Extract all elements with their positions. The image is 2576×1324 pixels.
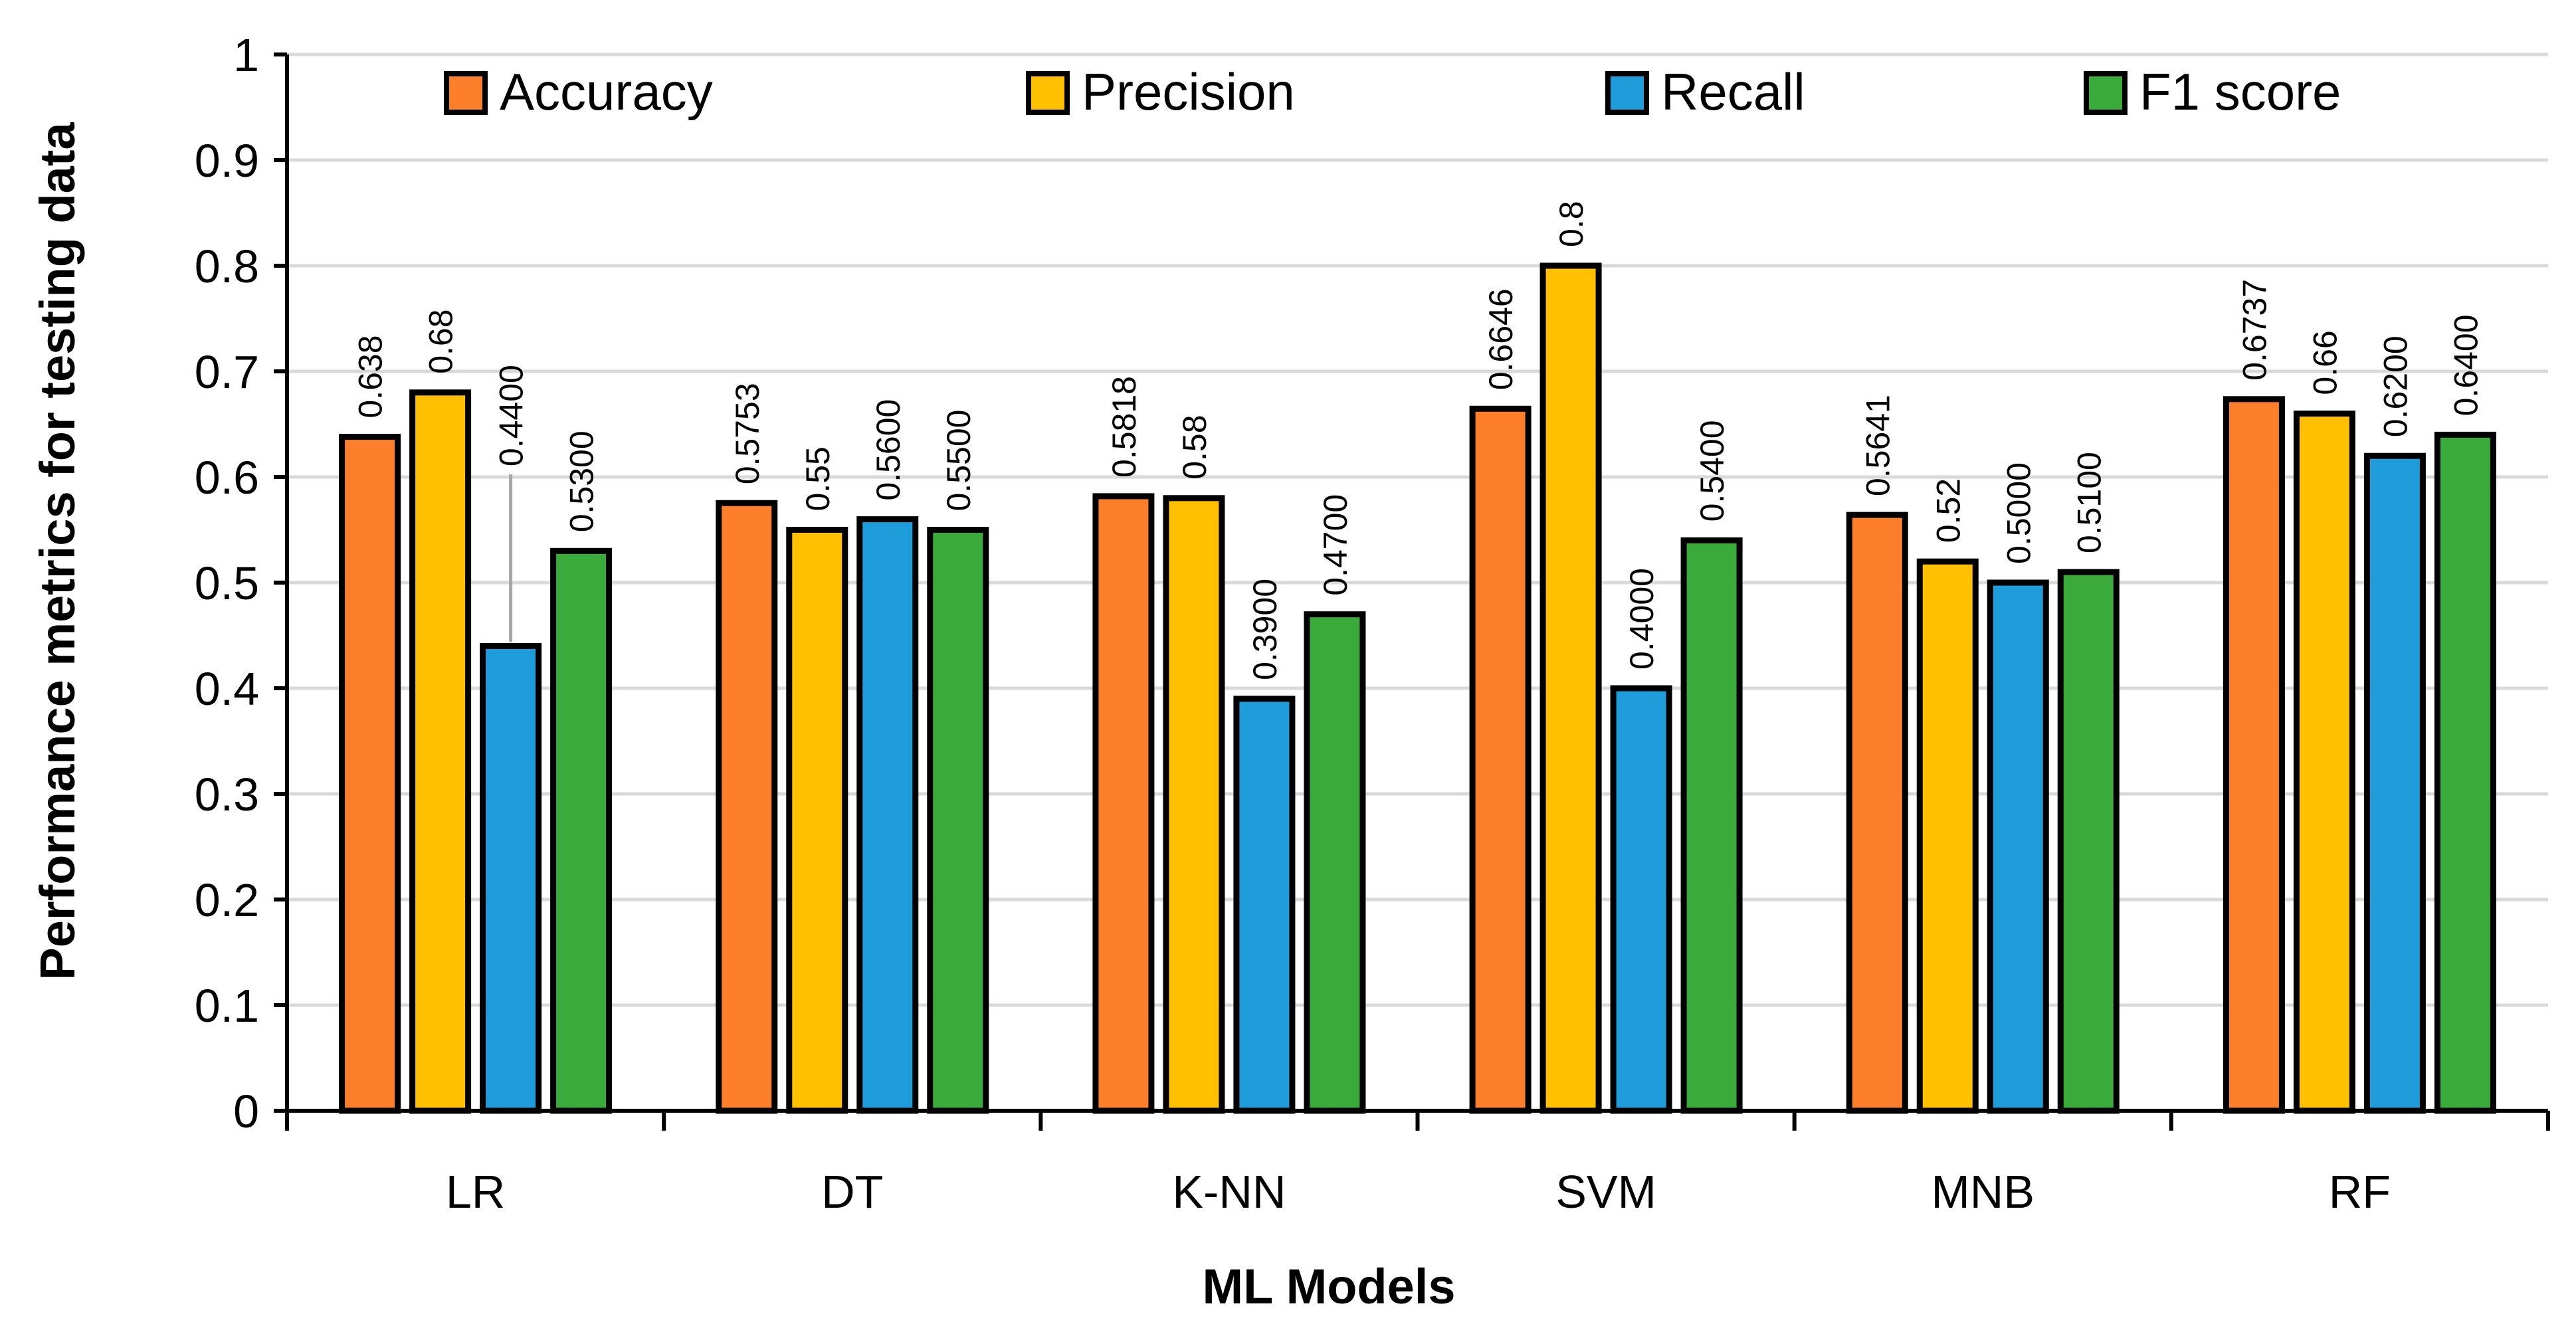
bar-f1-score-dt xyxy=(927,527,989,1114)
data-label: 0.55 xyxy=(799,446,837,511)
x-tick-label: MNB xyxy=(1931,1166,2034,1218)
bar-accuracy-svm xyxy=(1469,405,1532,1114)
legend-label: Precision xyxy=(1082,62,1295,121)
x-axis-title: ML Models xyxy=(1203,1259,1456,1314)
data-label: 0.6646 xyxy=(1482,288,1520,390)
data-label: 0.3900 xyxy=(1246,579,1284,680)
data-label: 0.8 xyxy=(1553,201,1590,247)
data-label: 0.4400 xyxy=(493,365,530,466)
legend-swatch-accuracy xyxy=(444,71,488,115)
data-label: 0.52 xyxy=(1930,478,1967,543)
y-tick-label: 0.4 xyxy=(195,663,259,715)
legend-label: Accuracy xyxy=(500,62,713,121)
bar-precision-svm xyxy=(1539,262,1602,1114)
bar-precision-dt xyxy=(786,527,848,1114)
y-tick-label: 0.3 xyxy=(195,769,259,820)
bar-accuracy-k-nn xyxy=(1092,493,1155,1114)
legend-swatch-precision xyxy=(1026,71,1070,115)
data-label: 0.5300 xyxy=(563,430,601,532)
data-labels: 0.638 0.68 0.4400 0.5300 0.5753 0.55 0.5600 0.5… xyxy=(352,201,2485,680)
axes: 0 0.1 0.2 0.3 0.4 0.5 0.6 0.7 0.8 0.9 1 LR DT K-NN SVM… xyxy=(195,29,2550,1218)
bar-f1-score-mnb xyxy=(2057,569,2120,1114)
data-label: 0.4000 xyxy=(1623,568,1660,670)
bar-recall-dt xyxy=(856,516,919,1114)
data-label: 0.6400 xyxy=(2447,314,2484,416)
bar-precision-lr xyxy=(409,389,472,1114)
y-axis-title: Performance metrics for testing data xyxy=(30,122,85,981)
data-label: 0.5000 xyxy=(2000,462,2037,564)
data-label: 0.5641 xyxy=(1859,395,1896,496)
data-label: 0.66 xyxy=(2306,330,2343,395)
bar-f1-score-lr xyxy=(550,547,613,1114)
y-tick-label: 0.6 xyxy=(195,452,259,504)
x-tick-label: SVM xyxy=(1555,1166,1656,1218)
y-tick-label: 0.7 xyxy=(195,346,259,398)
data-label: 0.5400 xyxy=(1694,420,1731,521)
data-label: 0.68 xyxy=(423,309,460,373)
y-tick-label: 0.8 xyxy=(195,240,259,292)
data-label: 0.58 xyxy=(1176,415,1213,479)
bar-f1-score-rf xyxy=(2434,431,2496,1114)
bar-recall-k-nn xyxy=(1233,696,1296,1114)
y-tick-label: 0.2 xyxy=(195,874,259,926)
y-tick-label: 1 xyxy=(233,29,259,81)
bar-accuracy-rf xyxy=(2223,396,2285,1114)
gridlines xyxy=(287,52,2548,1007)
bar-f1-score-svm xyxy=(1680,537,1743,1114)
data-label: 0.5753 xyxy=(729,383,766,484)
data-label: 0.6200 xyxy=(2377,335,2414,437)
data-label: 0.638 xyxy=(352,335,389,418)
bar-recall-mnb xyxy=(1987,579,2049,1114)
data-label: 0.5818 xyxy=(1106,376,1143,478)
bar-accuracy-mnb xyxy=(1846,512,1908,1114)
data-label: 0.5500 xyxy=(940,410,977,512)
bar-recall-lr xyxy=(480,642,542,1114)
y-tick-label: 0.5 xyxy=(195,557,259,609)
legend-label: F1 score xyxy=(2139,62,2341,121)
y-tick-label: 0 xyxy=(233,1086,259,1137)
y-tick-label: 0.9 xyxy=(195,135,259,187)
x-tick-label: K-NN xyxy=(1172,1166,1286,1218)
bar-precision-mnb xyxy=(1916,558,1979,1114)
data-label: 0.5600 xyxy=(870,399,907,501)
bar-precision-k-nn xyxy=(1163,495,1225,1114)
bar-recall-svm xyxy=(1610,685,1672,1114)
data-label: 0.5100 xyxy=(2070,452,2108,553)
bar-accuracy-dt xyxy=(716,500,778,1114)
legend-swatch-recall xyxy=(1605,71,1649,115)
x-tick-label: DT xyxy=(821,1166,883,1218)
x-tick-label: RF xyxy=(2329,1166,2391,1218)
y-tick-label: 0.1 xyxy=(195,980,259,1032)
bar-precision-rf xyxy=(2293,411,2355,1114)
legend: Accuracy Precision Recall F1 score xyxy=(444,62,2341,121)
legend-label: Recall xyxy=(1661,62,1805,121)
x-tick-label: LR xyxy=(446,1166,505,1218)
bar-accuracy-lr xyxy=(339,434,401,1114)
data-label: 0.4700 xyxy=(1317,494,1354,596)
legend-swatch-f1-score xyxy=(2084,71,2128,115)
bar-recall-rf xyxy=(2363,452,2426,1114)
bar-f1-score-k-nn xyxy=(1304,611,1366,1114)
data-label: 0.6737 xyxy=(2236,279,2273,381)
